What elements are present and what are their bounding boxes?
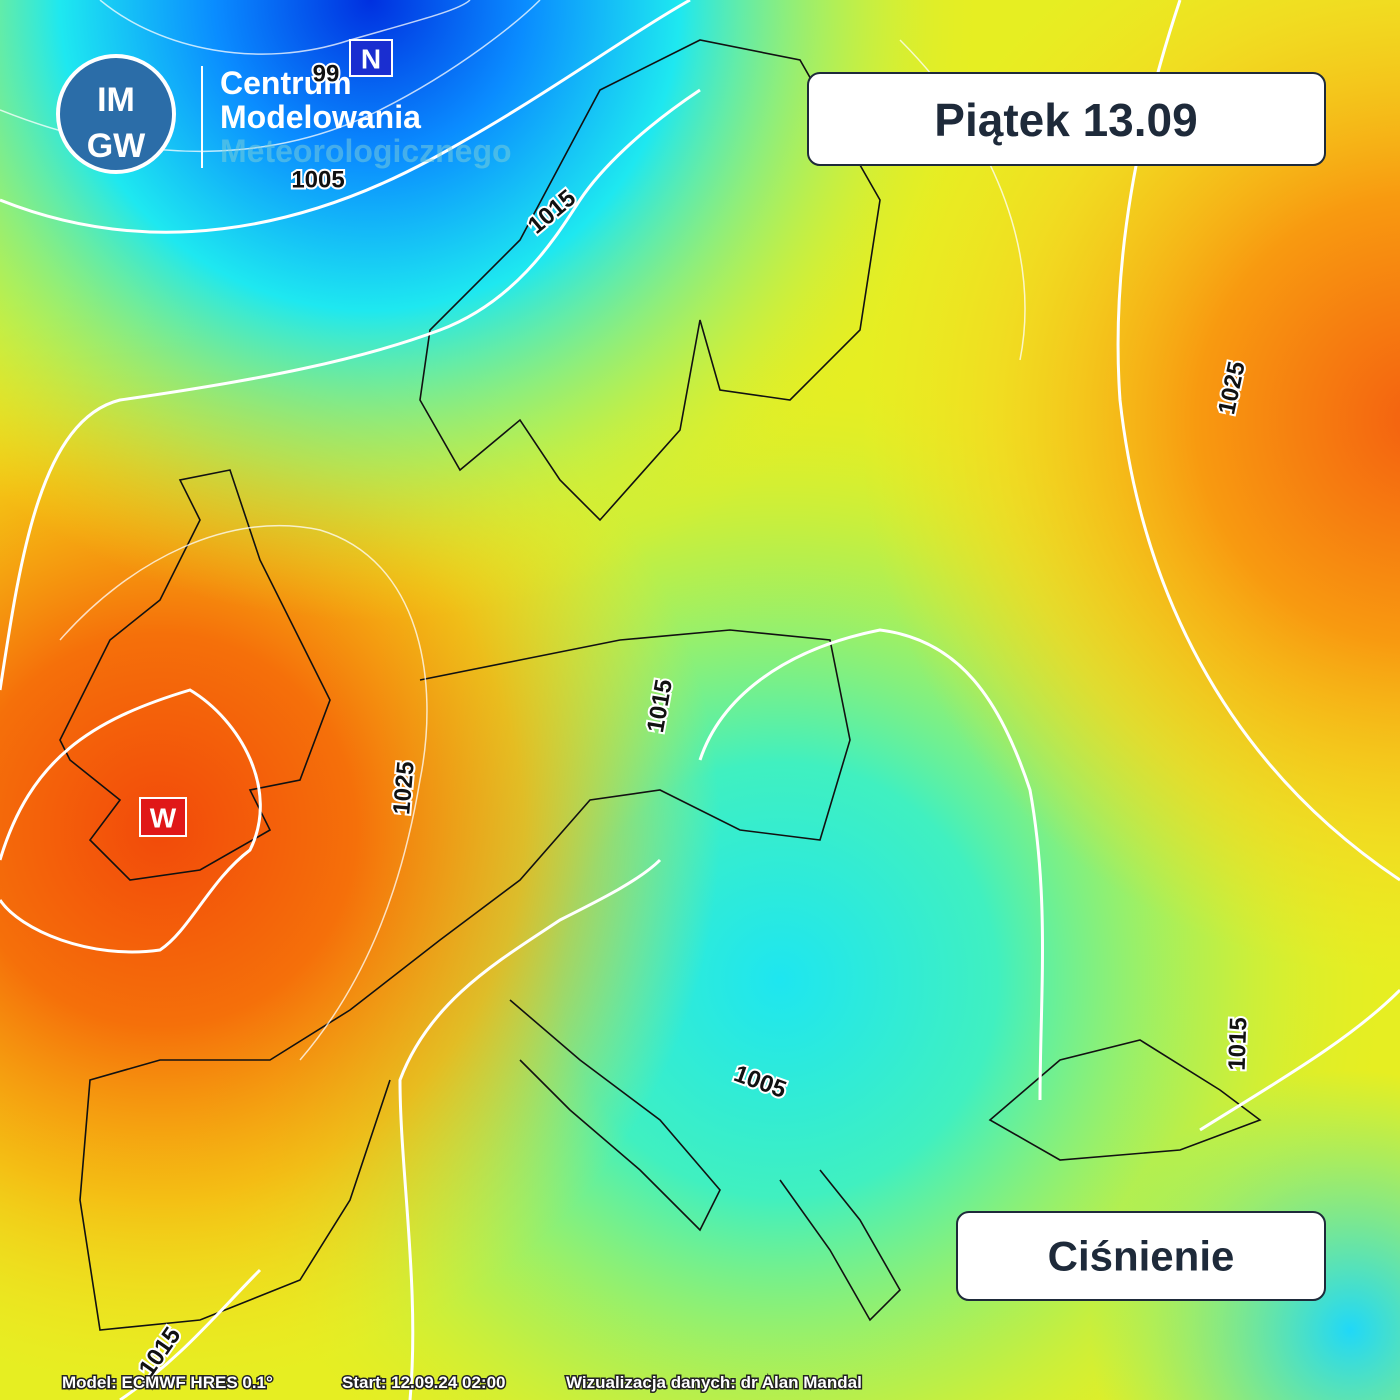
logo-badge <box>56 54 176 174</box>
logo: IM GW Centrum Modelowania Meteorologiczn… <box>56 54 512 174</box>
logo-mark: IM <box>97 81 135 119</box>
high-marker <box>139 797 187 837</box>
parameter-box <box>956 1211 1326 1301</box>
parameter-title: Ciśnienie <box>1048 1233 1235 1280</box>
footer: Model: ECMWF HRES 0.1° Start: 12.09.24 0… <box>61 1372 864 1394</box>
footer-model: Model: ECMWF HRES 0.1° <box>62 1373 273 1392</box>
pressure-centers: N W <box>139 39 393 837</box>
footer-start: Start: 12.09.24 02:00 <box>342 1373 506 1392</box>
logo-line: Modelowania <box>220 99 421 135</box>
high-label: W <box>150 803 177 834</box>
isobar-label: 1005 <box>291 167 344 194</box>
logo-line: Centrum <box>220 65 352 101</box>
logo-line: Meteorologicznego <box>220 133 512 169</box>
low-label: N <box>361 44 381 75</box>
isobar-label: 99 <box>313 61 340 88</box>
low-marker <box>349 39 393 77</box>
isobar-label: 1025 <box>388 760 420 816</box>
day-box <box>807 72 1326 166</box>
footer-credit: Wizualizacja danych: dr Alan Mandal <box>566 1373 862 1392</box>
day-title: Piątek 13.09 <box>934 94 1197 146</box>
isobar-label: 1015 <box>1224 1017 1253 1071</box>
logo-mark: GW <box>87 127 146 165</box>
